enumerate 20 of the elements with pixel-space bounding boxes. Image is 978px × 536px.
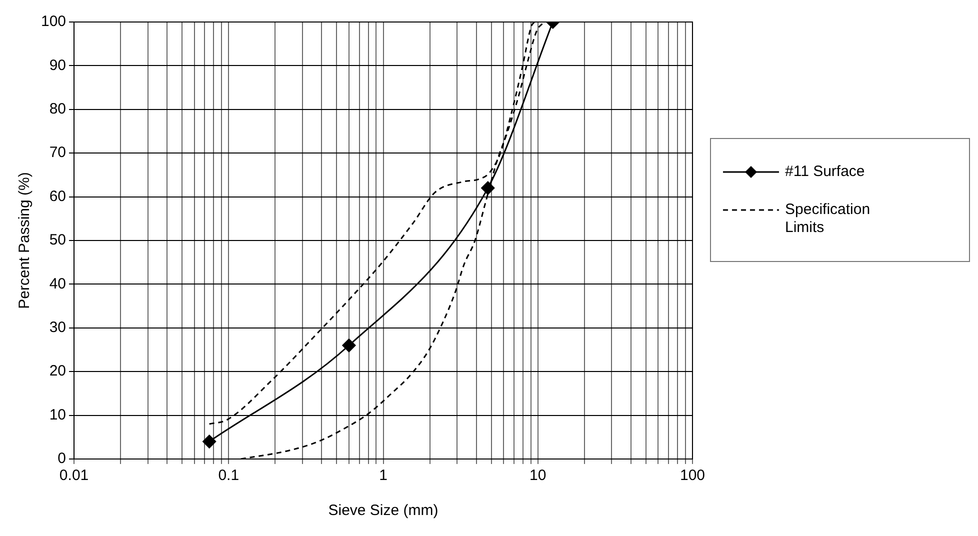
y-tick-label: 60 — [49, 188, 66, 205]
y-tick-label: 30 — [49, 319, 66, 336]
x-tick-label: 0.01 — [59, 467, 89, 484]
y-tick-label: 80 — [49, 100, 66, 118]
y-tick-label: 40 — [49, 275, 66, 292]
y-tick-label: 10 — [49, 406, 66, 424]
x-tick-label: 100 — [680, 467, 705, 484]
y-tick-label: 50 — [49, 232, 66, 249]
y-tick-label: 70 — [49, 144, 66, 162]
y-tick-label: 90 — [49, 56, 66, 74]
x-tick-label: 10 — [530, 467, 546, 484]
y-tick-label: 20 — [49, 362, 66, 380]
y-tick-label: 100 — [40, 13, 66, 30]
y-tick-label: 0 — [58, 450, 66, 468]
y-axis-title: Percent Passing (%) — [16, 172, 34, 309]
legend-label: Specification Limits — [785, 201, 872, 237]
legend-label: #11 Surface — [785, 163, 866, 181]
x-axis-title: Sieve Size (mm) — [328, 502, 438, 520]
x-tick-label: 0.1 — [218, 467, 240, 484]
x-tick-label: 1 — [379, 467, 388, 484]
